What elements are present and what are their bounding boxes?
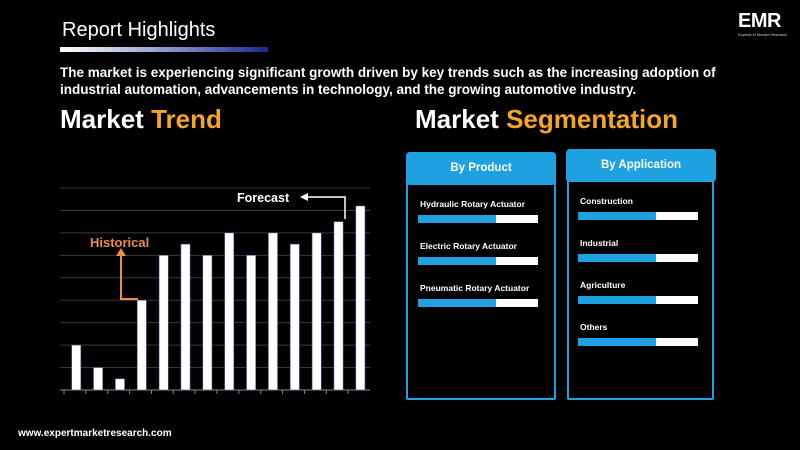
- chart-bar: [93, 367, 103, 391]
- historical-label: Historical: [90, 235, 149, 250]
- trend-heading-word2: Trend: [151, 104, 222, 134]
- product-item-label: Hydraulic Rotary Actuator: [420, 199, 526, 209]
- application-item-bar: [578, 338, 698, 346]
- application-item-bar: [578, 212, 698, 220]
- chart-bar: [158, 255, 169, 391]
- chart-bar: [136, 299, 147, 391]
- application-item-label: Industrial: [580, 238, 619, 248]
- product-item-bar: [418, 257, 538, 265]
- chart-bar: [289, 243, 300, 391]
- chart-bar: [268, 232, 278, 391]
- page-title: Report Highlights: [62, 19, 216, 41]
- chart-bar: [71, 344, 82, 391]
- market-trend-chart: Historical Forecast: [60, 187, 370, 394]
- website-footer: www.expertmarketresearch.com: [18, 428, 172, 439]
- application-item-bar: [578, 296, 698, 304]
- application-item-label: Construction: [580, 196, 633, 206]
- chart-bar: [311, 232, 322, 391]
- logo-tagline: Experts in Market Research: [738, 32, 788, 37]
- product-item-bar-fill: [418, 257, 496, 265]
- seg-heading-word2: Segmentation: [506, 104, 678, 134]
- chart-bar: [224, 232, 235, 391]
- application-item-bar-fill: [578, 212, 656, 220]
- product-item-bar-fill: [418, 299, 496, 307]
- seg-heading-word1: Market: [415, 104, 499, 134]
- product-item-label: Pneumatic Rotary Actuator: [420, 283, 530, 293]
- logo-text: EMR: [738, 10, 781, 32]
- by-application-panel: [567, 158, 714, 400]
- application-item-bar: [578, 254, 698, 262]
- trend-heading-word1: Market: [60, 104, 144, 134]
- summary-text: The market is experiencing significant g…: [60, 65, 716, 97]
- application-item-label: Agriculture: [580, 280, 626, 290]
- application-item-label: Others: [580, 322, 608, 332]
- forecast-arrow: [306, 196, 346, 219]
- product-item-bar: [418, 299, 538, 307]
- chart-bar: [180, 243, 191, 391]
- by-product-panel: [406, 158, 556, 400]
- forecast-arrow-head: [300, 193, 308, 201]
- chart-grid: [60, 187, 370, 391]
- forecast-label: Forecast: [237, 191, 290, 205]
- historical-arrow-head: [116, 248, 126, 256]
- chart-bar: [115, 378, 125, 391]
- chart-bars: [71, 205, 366, 391]
- chart-bar: [202, 255, 213, 391]
- chart-bar: [333, 221, 344, 391]
- application-item-bar-fill: [578, 254, 656, 262]
- chart-bar: [355, 205, 366, 391]
- application-item-bar-fill: [578, 338, 656, 346]
- by-application-header: By Application: [566, 149, 716, 182]
- application-item-bar-fill: [578, 296, 656, 304]
- title-underline: [60, 47, 268, 52]
- product-item-bar: [418, 215, 538, 223]
- product-item-label: Electric Rotary Actuator: [420, 241, 517, 251]
- chart-ticks: [63, 390, 349, 394]
- by-product-header: By Product: [406, 152, 556, 185]
- product-item-bar-fill: [418, 215, 496, 223]
- emr-logo: EMR Experts in Market Research: [738, 8, 794, 38]
- market-trend-heading: Market Trend: [60, 104, 222, 135]
- historical-arrow: [120, 254, 138, 300]
- market-segmentation-heading: Market Segmentation: [415, 104, 678, 135]
- chart-bar: [246, 255, 256, 391]
